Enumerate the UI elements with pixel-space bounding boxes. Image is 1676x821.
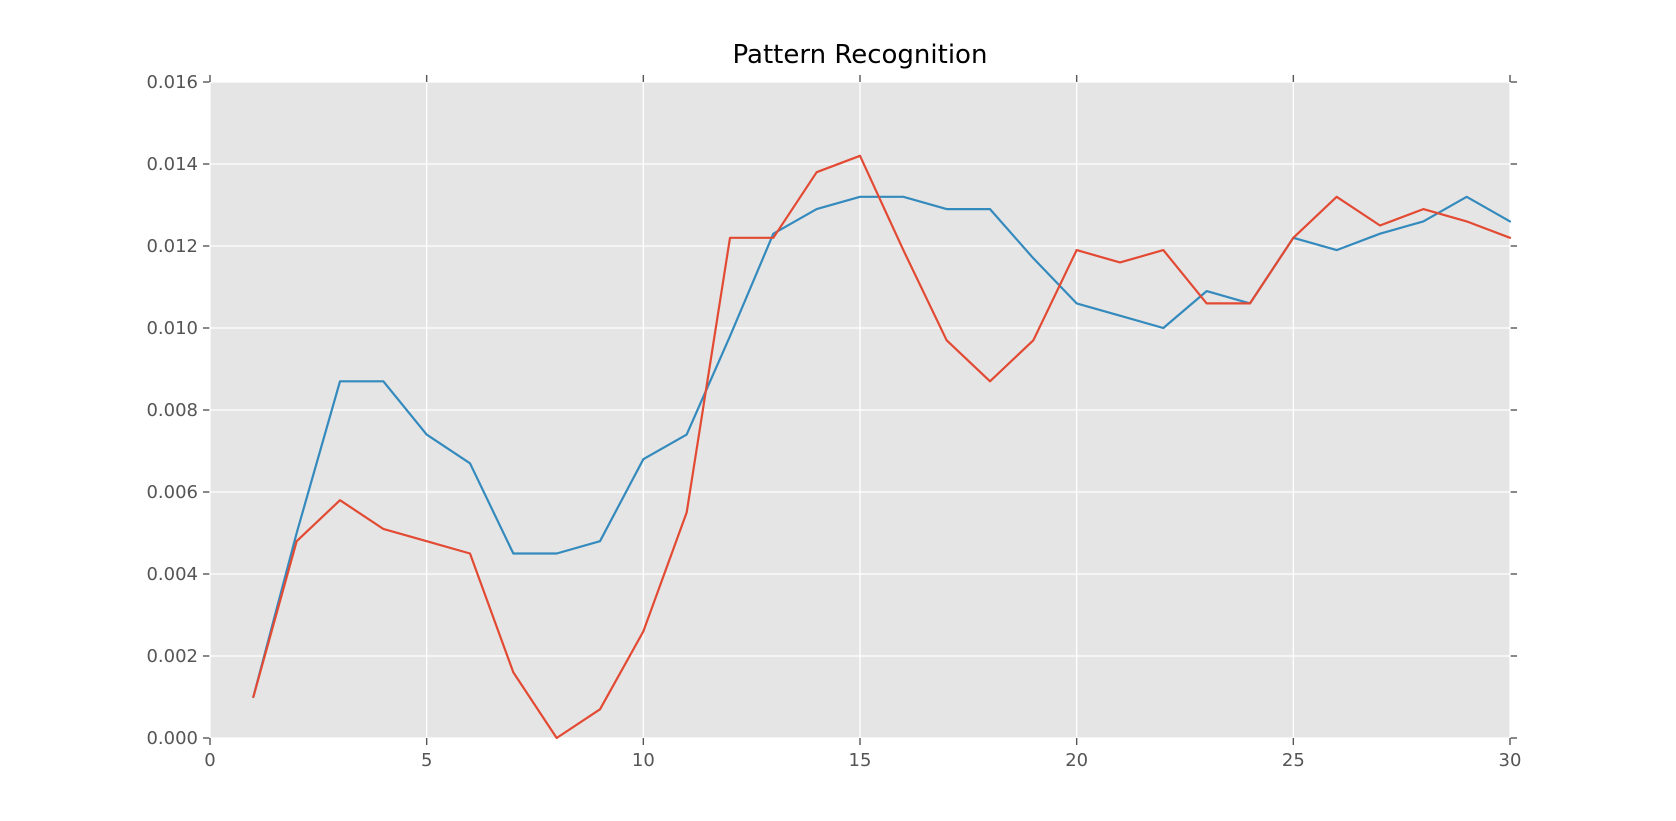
- y-tick-label: 0.006: [146, 482, 198, 503]
- chart-title: Pattern Recognition: [732, 40, 988, 70]
- y-tick-label: 0.000: [146, 728, 198, 749]
- x-tick-label: 0: [204, 750, 215, 771]
- x-tick-label: 30: [1499, 750, 1522, 771]
- x-tick-label: 20: [1065, 750, 1088, 771]
- y-tick-label: 0.002: [146, 646, 198, 667]
- y-tick-label: 0.012: [146, 236, 198, 257]
- y-tick-label: 0.004: [146, 564, 198, 585]
- y-tick-label: 0.010: [146, 318, 198, 339]
- x-tick-label: 15: [849, 750, 872, 771]
- x-tick-label: 5: [421, 750, 432, 771]
- y-tick-label: 0.008: [146, 400, 198, 421]
- x-tick-label: 25: [1282, 750, 1305, 771]
- y-tick-label: 0.014: [146, 154, 198, 175]
- x-tick-label: 10: [632, 750, 655, 771]
- red-series-line: [252, 154, 1512, 740]
- y-tick-label: 0.016: [146, 72, 198, 93]
- blue-series-line: [252, 195, 1512, 699]
